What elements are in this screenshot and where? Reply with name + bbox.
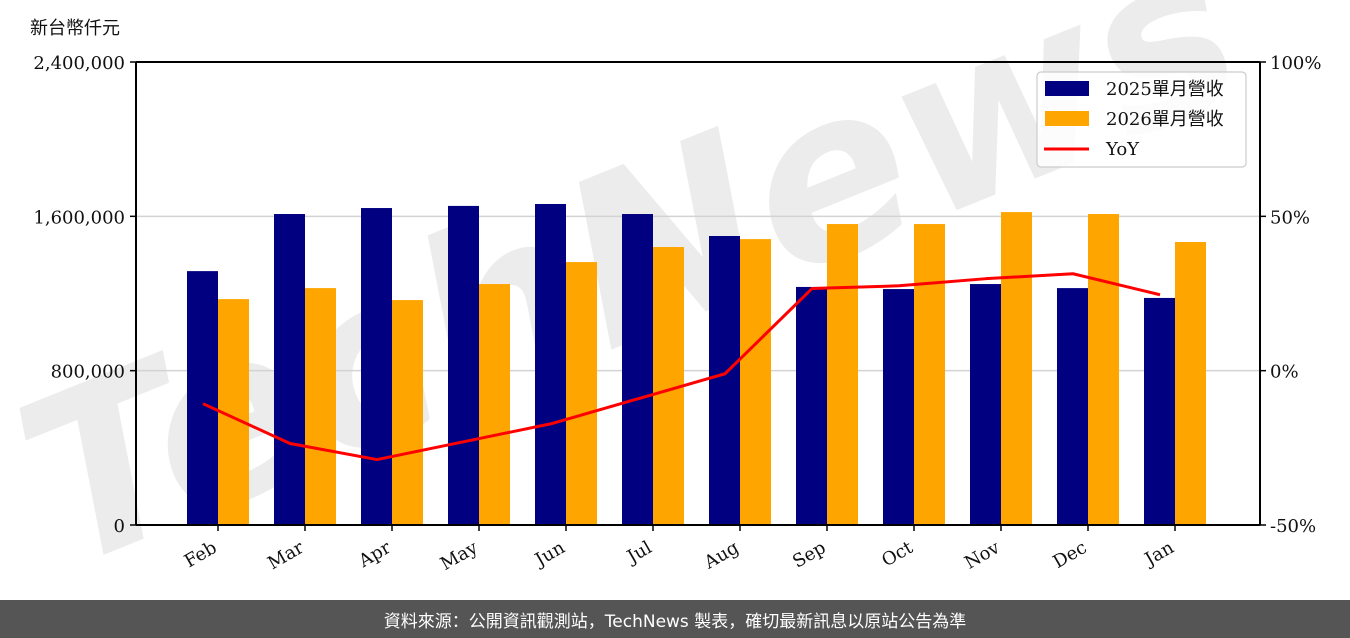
bar-2025-dec (1057, 288, 1088, 525)
source-footer: 資料來源：公開資訊觀測站，TechNews 製表，確切最新訊息以原站公告為準 (0, 600, 1350, 638)
bar-2026-jan (1175, 241, 1206, 525)
legend-swatch-0 (1045, 81, 1089, 96)
x-axis-ticks: Feb Mar Apr May Jun Jul Aug Sep Oct Nov Dec Jan (181, 525, 1178, 575)
legend-box (1036, 71, 1247, 168)
bar-2026-dec (1088, 214, 1119, 526)
bar-2026-may (479, 284, 510, 525)
y-tick-label: 800,000 (51, 362, 125, 383)
bar-2025-jan (1144, 297, 1175, 525)
yoy-polyline (202, 272, 1161, 462)
x-tick-label-nov: Nov (961, 537, 1004, 574)
y2-tick-label: 0% (1270, 362, 1299, 383)
legend-label-1: 2026單月營收 (1106, 109, 1224, 130)
legend: 2025單月營收 2026單月營收 YoY (1036, 71, 1247, 168)
y2-tick-label: -50% (1270, 516, 1316, 537)
bar-2026-aug (740, 239, 771, 525)
bar-2026-apr (392, 300, 423, 525)
bar-2026-nov (1001, 212, 1032, 525)
bar-2025-nov (970, 284, 1001, 525)
x-tick-label-jan: Jan (1140, 537, 1178, 571)
bar-2025-jun (535, 203, 566, 525)
x-tick-label-aug: Aug (700, 537, 743, 574)
x-tick-label-oct: Oct (878, 537, 917, 572)
x-tick-label-may: May (437, 537, 482, 575)
x-tick-label-apr: Apr (354, 537, 394, 572)
bar-2025-aug (709, 236, 740, 525)
yoy-line (202, 272, 1161, 462)
bar-2026-jun (566, 262, 597, 525)
bar-2025-mar (274, 214, 305, 526)
y-tick-label: 2,400,000 (33, 53, 125, 74)
x-tick-label-dec: Dec (1050, 537, 1091, 573)
revenue-chart: TechNews FebMarAprMayJunJulAugSepOctNovD… (0, 0, 1321, 600)
y2-tick-label: 50% (1270, 207, 1310, 228)
y-axis-unit-label: 新台幣仟元 (30, 18, 120, 39)
y-tick-label: 0 (114, 516, 125, 537)
bar-2026-mar (305, 288, 336, 525)
bar-2025-apr (361, 208, 392, 526)
y-axis-ticks: 0 800,000 1,600,000 2,400,000 (33, 53, 136, 537)
legend-swatch-1 (1045, 111, 1089, 126)
bar-2025-may (448, 205, 479, 525)
x-tick-label-jun: Jun (530, 537, 569, 572)
y2-tick-label: 100% (1270, 53, 1321, 74)
source-text: 資料來源：公開資訊觀測站，TechNews 製表，確切最新訊息以原站公告為準 (383, 611, 967, 632)
y-tick-label: 1,600,000 (33, 207, 125, 228)
legend-label-2: YoY (1105, 139, 1140, 160)
bar-series (187, 203, 1206, 526)
y2-axis-ticks: -50% 0% 50% 100% (1260, 53, 1321, 537)
legend-label-0: 2025單月營收 (1106, 79, 1224, 100)
bar-2025-jul (622, 214, 653, 526)
bar-2025-feb (187, 271, 218, 525)
x-tick-label-jul: Jul (622, 537, 656, 569)
axes (135, 61, 1261, 526)
x-tick-label-sep: Sep (789, 537, 829, 572)
bar-2025-oct (883, 289, 914, 525)
bar-2026-sep (827, 224, 858, 526)
bar-2026-oct (914, 224, 945, 526)
bar-2025-sep (796, 286, 827, 525)
